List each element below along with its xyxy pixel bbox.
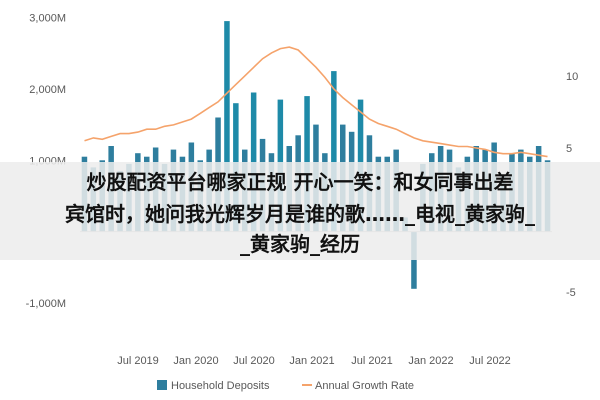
left-tick-label: -1,000M	[26, 298, 66, 310]
x-axis-ticks: Jul 2019 Jan 2020 Jul 2020 Jan 2021 Jul 2021…	[117, 355, 511, 367]
bar-38	[411, 231, 417, 289]
x-tick-label: Jul 2019	[117, 355, 159, 367]
x-tick-label: Jan 2022	[408, 355, 453, 367]
right-tick-label: 5	[566, 143, 572, 155]
legend-swatch-deposits	[157, 380, 167, 390]
headline-line-2: 宾馆时，她问我光辉岁月是谁的歌……_电视_黄家驹_	[65, 202, 535, 226]
growth-rate-line	[84, 46, 548, 158]
headline-line-1: 炒股配资平台哪家正规 开心一笑：和女同事出差	[86, 170, 514, 194]
legend-label-growth: Annual Growth Rate	[315, 380, 414, 392]
x-tick-label: Jul 2021	[351, 355, 393, 367]
headline-overlay[interactable]: 炒股配资平台哪家正规 开心一笑：和女同事出差 宾馆时，她问我光辉岁月是谁的歌………	[0, 162, 600, 260]
x-tick-label: Jul 2022	[469, 355, 511, 367]
legend: Household Deposits Annual Growth Rate	[157, 380, 414, 392]
left-tick-label: 2,000M	[29, 84, 66, 96]
legend-label-deposits: Household Deposits	[171, 380, 270, 392]
right-axis-ticks: 10 5 -5	[566, 71, 578, 299]
right-tick-label: 10	[566, 71, 578, 83]
bar-17	[224, 21, 230, 232]
right-tick-label: -5	[566, 287, 576, 299]
headline-line-3: _黄家驹_经历	[240, 232, 360, 256]
left-tick-label: 3,000M	[29, 13, 66, 25]
growth-line-group	[84, 46, 548, 158]
x-tick-label: Jan 2020	[173, 355, 218, 367]
bar-29	[331, 71, 337, 232]
x-tick-label: Jan 2021	[289, 355, 334, 367]
x-tick-label: Jul 2020	[233, 355, 275, 367]
